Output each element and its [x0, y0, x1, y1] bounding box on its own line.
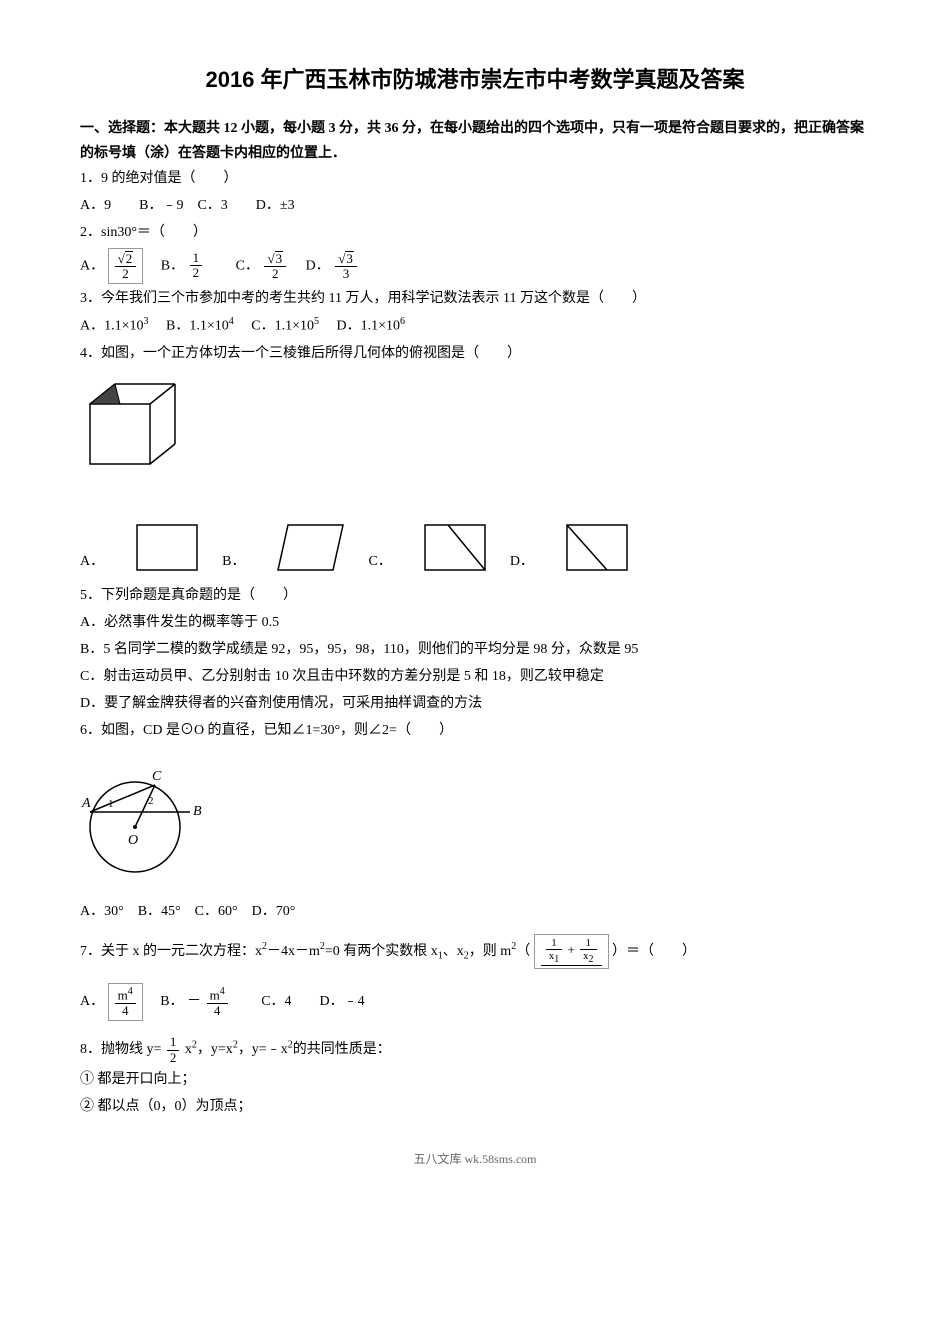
q8-half-frac: 1 2 [167, 1035, 180, 1065]
q2-opt-c-label: C． [208, 258, 259, 273]
cube-figure [80, 374, 870, 503]
q5-opt-c: C．射击运动员甲、乙分别射击 10 次且击中环数的方差分别是 5 和 18，则乙… [80, 664, 870, 689]
question-2-options: A． 2 2 B． 1 2 C． 3 2 D． 3 3 [80, 248, 870, 285]
question-7: 7．关于 x 的一元二次方程：x2－4x－m2=0 有两个实数根 x1、x2，则… [80, 934, 870, 969]
q5-opt-d: D．要了解金牌获得者的兴奋剂使用情况，可采用抽样调查的方法 [80, 691, 870, 716]
question-1: 1．9 的绝对值是（ ） [80, 166, 870, 191]
q7-opt-b-frac: m4 4 [207, 986, 228, 1018]
svg-text:2: 2 [148, 795, 154, 807]
section-header: 一、选择题：本大题共 12 小题，每小题 3 分，共 36 分，在每小题给出的四… [80, 116, 870, 166]
q7-opt-a-frac: m4 4 [108, 983, 143, 1021]
circle-figure: C A B O 1 2 [80, 752, 870, 891]
svg-text:1: 1 [108, 798, 114, 810]
page-title: 2016 年广西玉林市防城港市崇左市中考数学真题及答案 [80, 60, 870, 100]
question-3: 3．今年我们三个市参加中考的考生共约 11 万人，用科学记数法表示 11 万这个… [80, 286, 870, 311]
question-2: 2．sin30°＝（ ） [80, 220, 870, 245]
q4-opt-d-label: D． [510, 549, 534, 574]
q2-opt-b-label: B． [147, 258, 184, 273]
svg-text:B: B [193, 804, 202, 819]
q4-opt-d-icon [562, 520, 632, 575]
question-7-options: A． m4 4 B． － m4 4 C．4 D．﹣4 [80, 983, 870, 1021]
question-6: 6．如图，CD 是⊙O 的直径，已知∠1=30°，则∠2=（ ） [80, 718, 870, 743]
question-6-options: A．30° B．45° C．60° D．70° [80, 899, 870, 924]
svg-text:A: A [81, 796, 91, 811]
question-5: 5．下列命题是真命题的是（ ） [80, 583, 870, 608]
question-4: 4．如图，一个正方体切去一个三棱锥后所得几何体的俯视图是（ ） [80, 341, 870, 366]
q2-opt-a-label: A． [80, 258, 104, 273]
q2-opt-d-frac: 3 3 [335, 251, 357, 282]
q2-opt-c-frac: 3 2 [264, 251, 286, 282]
page-footer: 五八文库 wk.58sms.com [80, 1149, 870, 1171]
q4-opt-a-icon [132, 520, 202, 575]
q4-opt-a-label: A． [80, 549, 104, 574]
q5-opt-b: B．5 名同学二模的数学成绩是 92，95，95，98，110，则他们的平均分是… [80, 637, 870, 662]
q8-item-2: ② 都以点（0，0）为顶点； [80, 1094, 870, 1119]
q4-opt-b-label: B． [222, 549, 245, 574]
q4-opt-b-icon [273, 520, 348, 575]
question-3-options: A．1.1×103 B．1.1×104 C．1.1×105 D．1.1×106 [80, 313, 870, 339]
q4-opt-c-icon [420, 520, 490, 575]
q5-opt-a: A．必然事件发生的概率等于 0.5 [80, 610, 870, 635]
q8-item-1: ① 都是开口向上； [80, 1067, 870, 1092]
svg-text:O: O [128, 833, 138, 848]
q2-opt-a-frac: 2 2 [108, 248, 144, 285]
svg-text:C: C [152, 769, 162, 784]
question-1-options: A．9 B．﹣9 C．3 D．±3 [80, 193, 870, 218]
q2-opt-d-label: D． [292, 258, 330, 273]
q7-fraction: 1 x1 + 1 x2 [534, 934, 609, 969]
question-4-options: A． B． C． D． [80, 520, 870, 575]
question-8: 8．抛物线 y= 1 2 x2，y=x2，y=﹣x2的共同性质是： [80, 1035, 870, 1065]
q4-opt-c-label: C． [368, 549, 391, 574]
q2-opt-b-frac: 1 2 [190, 251, 203, 281]
